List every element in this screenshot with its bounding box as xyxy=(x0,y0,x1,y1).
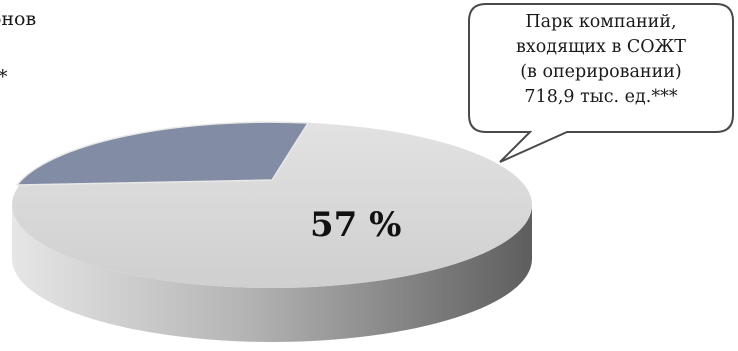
callout-line: 718,9 тыс. ед.*** xyxy=(524,87,678,107)
pie-side-wall xyxy=(12,205,532,342)
slice-label-57: 57 % xyxy=(310,205,401,245)
pie-slice-blue xyxy=(15,121,310,186)
callout-text: Парк компаний, входящих в СОЖТ (в оперир… xyxy=(470,10,732,110)
callout-line: Парк компаний, xyxy=(525,12,677,32)
callout-line: (в оперировании) xyxy=(520,62,682,82)
callout-line: входящих в СОЖТ xyxy=(516,37,686,57)
callout-bubble xyxy=(468,3,734,163)
footnote-star: * xyxy=(0,66,8,88)
page-title-fragment: гонов xyxy=(0,8,37,30)
